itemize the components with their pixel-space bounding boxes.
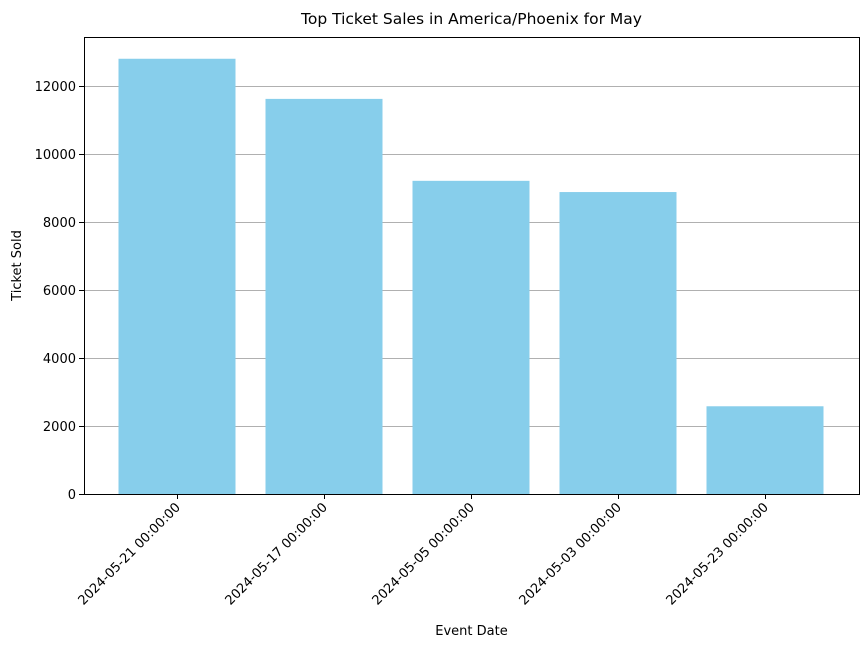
bar xyxy=(412,180,530,495)
y-tick-label: 12000 xyxy=(35,80,76,95)
x-tick-label: 2024-05-03 00:00:00 xyxy=(517,500,625,608)
y-tick-label: 0 xyxy=(68,488,76,503)
x-tick-label: 2024-05-17 00:00:00 xyxy=(223,500,331,608)
y-tick-label: 8000 xyxy=(43,216,76,231)
y-tick-label: 6000 xyxy=(43,284,76,299)
bar xyxy=(118,58,236,495)
y-axis-title: Ticket Sold xyxy=(10,230,25,302)
bar xyxy=(559,192,677,494)
y-axis-ticks: 0 2000 4000 6000 8000 10000 12000 xyxy=(35,80,84,503)
x-tick-label: 2024-05-05 00:00:00 xyxy=(370,500,478,608)
bar xyxy=(265,98,383,495)
y-tick-label: 10000 xyxy=(35,148,76,163)
x-tick-label: 2024-05-21 00:00:00 xyxy=(76,500,184,608)
x-tick-label: 2024-05-23 00:00:00 xyxy=(664,500,772,608)
bar xyxy=(706,406,824,494)
x-axis-title: Event Date xyxy=(435,624,507,639)
bars xyxy=(118,58,824,495)
y-tick-label: 2000 xyxy=(43,420,76,435)
chart-title: Top Ticket Sales in America/Phoenix for … xyxy=(300,10,642,28)
x-axis-ticks: 2024-05-21 00:00:00 2024-05-17 00:00:00 20… xyxy=(76,494,772,608)
y-tick-label: 4000 xyxy=(43,352,76,367)
